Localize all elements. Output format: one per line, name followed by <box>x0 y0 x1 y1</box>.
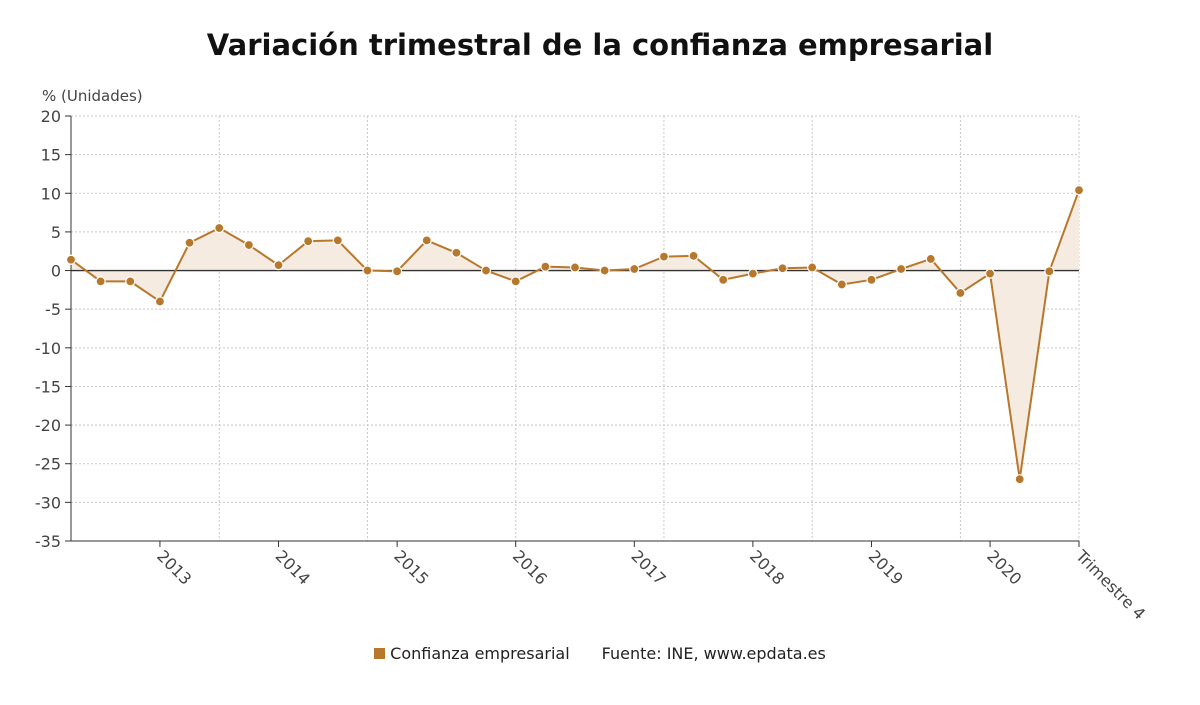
data-point <box>243 239 254 251</box>
y-tick-label: 10 <box>41 184 61 203</box>
y-tick-label: 15 <box>41 146 61 165</box>
chart-title: Variación trimestral de la confianza emp… <box>206 28 994 62</box>
legend-series-label: Confianza empresarial <box>390 644 570 663</box>
y-tick-label: -25 <box>35 455 61 474</box>
y-tick-label: 20 <box>41 107 61 126</box>
data-point <box>896 263 907 275</box>
x-tick-label: 2020 <box>983 546 1025 588</box>
legend-swatch <box>374 647 386 659</box>
y-tick-label: -30 <box>35 493 61 512</box>
y-tick-label: 0 <box>51 262 61 281</box>
data-point <box>569 262 581 273</box>
data-point <box>1044 266 1055 277</box>
data-point <box>925 253 936 265</box>
grid-layer <box>71 115 1080 542</box>
data-point <box>777 263 788 274</box>
data-point <box>510 276 521 287</box>
data-point <box>332 235 343 246</box>
y-tick-label: -35 <box>35 532 61 551</box>
y-tick-label: -5 <box>45 300 61 319</box>
data-point <box>866 274 877 285</box>
series-area <box>71 190 1079 480</box>
data-point <box>303 236 314 247</box>
area-layer <box>71 190 1079 480</box>
axis-layer <box>65 115 1080 547</box>
data-point <box>540 261 551 272</box>
data-point <box>362 265 373 276</box>
point-layer <box>65 185 1085 485</box>
y-axis-label: % (Unidades) <box>42 87 143 105</box>
data-point <box>658 251 670 262</box>
data-point <box>688 250 699 261</box>
x-tick-label: 2013 <box>153 546 195 588</box>
y-tick-label: 5 <box>51 223 61 242</box>
x-tick-label: 2019 <box>865 546 907 588</box>
x-tick-label: 2014 <box>272 546 314 588</box>
data-point <box>392 266 403 277</box>
data-point <box>421 235 432 246</box>
data-point <box>273 260 284 271</box>
x-tick-label: 2016 <box>509 546 551 588</box>
data-point <box>836 279 847 290</box>
legend: Confianza empresarial Fuente: INE, www.ep… <box>0 644 1200 663</box>
data-point <box>599 265 610 276</box>
data-point <box>718 274 729 285</box>
data-point <box>1014 474 1025 485</box>
x-tick-label: 2015 <box>390 546 432 588</box>
x-tick-label: 2018 <box>746 546 788 588</box>
data-point <box>955 287 966 299</box>
data-point <box>480 265 492 276</box>
x-tick-label: 2017 <box>627 546 669 588</box>
data-point <box>125 276 136 287</box>
y-tick-label: -20 <box>35 416 61 435</box>
x-tick-label: Trimestre 4 <box>1071 546 1149 624</box>
data-point <box>807 262 818 273</box>
source-note: Fuente: INE, www.epdata.es <box>601 644 826 663</box>
data-point <box>214 222 225 234</box>
data-point <box>184 237 195 248</box>
data-point <box>984 268 996 279</box>
data-point <box>1073 185 1085 196</box>
y-tick-label: -10 <box>35 339 61 358</box>
data-point <box>451 247 462 258</box>
data-point <box>95 276 106 287</box>
y-tick-label: -15 <box>35 377 61 396</box>
data-point <box>629 263 640 275</box>
data-point <box>747 268 758 279</box>
data-point <box>65 254 77 265</box>
data-point <box>154 296 166 307</box>
